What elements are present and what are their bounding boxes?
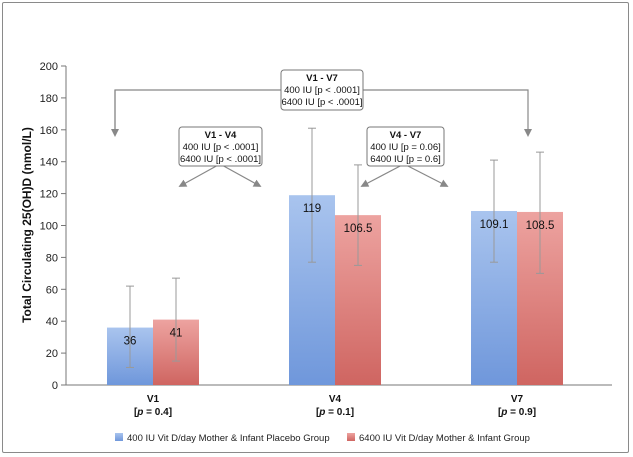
y-axis: 0 20 40 60 80 100 120 140 160 180 200	[40, 61, 612, 392]
annotation-v1-v4-line-1: 400 IU [p < .0001]	[183, 142, 259, 153]
annotation-v4-v7: V4 - V7 400 IU [p = 0.06] 6400 IU [p = 0…	[360, 126, 449, 187]
annotation-v4-v7-line-1: 400 IU [p = 0.06]	[370, 142, 441, 153]
annotation-v1-v7-box	[280, 69, 364, 111]
error-bars	[126, 127, 544, 368]
category-label-v1: V1	[147, 394, 160, 405]
value-labels: 36 41 119 106.5 109.1 108.5	[124, 203, 555, 347]
annotation-v4-v7-right-arrow	[403, 163, 449, 187]
category-pvalue-v1: [p = 0.4]	[134, 407, 172, 418]
annotation-v1-v7-line-2: 6400 IU [p < .0001]	[281, 97, 362, 108]
value-label-v7-series-0: 109.1	[480, 219, 509, 231]
category-label-v4: V4	[329, 394, 342, 405]
annotation-v4-v7-left-arrow	[360, 163, 405, 187]
annotation-v1-v4-left-arrow	[178, 163, 221, 187]
chart-frame	[2, 2, 629, 453]
legend-label-400iu: 400 IU Vit D/day Mother & Infant Placebo…	[127, 433, 330, 444]
annotation-v1-v4-line-2: 6400 IU [p < .0001]	[180, 154, 261, 165]
legend-swatch-400iu	[115, 433, 123, 441]
annotation-v1-v7-line-1: 400 IU [p < .0001]	[284, 85, 360, 96]
annotation-v1-v4: V1 - V4 400 IU [p < .0001] 6400 IU [p < …	[178, 126, 263, 187]
y-tick-label: 100	[40, 221, 58, 233]
value-label-v7-series-1: 108.5	[526, 220, 555, 232]
y-tick-label: 160	[40, 125, 58, 137]
y-tick-label: 0	[52, 380, 58, 392]
y-tick-label: 60	[46, 284, 58, 296]
legend-label-6400iu: 6400 IU Vit D/day Mother & Infant Group	[359, 433, 530, 444]
y-axis-label: Total Circulating 25(OH)D (nmol/L)	[20, 127, 34, 323]
annotation-v4-v7-line-2: 6400 IU [p = 0.6]	[370, 154, 441, 165]
value-label-v4-series-1: 106.5	[344, 223, 373, 235]
value-label-v1-series-1: 41	[170, 328, 183, 340]
value-label-v1-series-0: 36	[124, 336, 137, 348]
y-tick-label: 80	[46, 252, 58, 264]
category-labels: V1 [p = 0.4] V4 [p = 0.1] V7 [p = 0.9]	[134, 394, 536, 418]
legend: 400 IU Vit D/day Mother & Infant Placebo…	[115, 433, 530, 444]
y-tick-label: 200	[40, 61, 58, 73]
category-label-v7: V7	[511, 394, 524, 405]
legend-swatch-6400iu	[347, 433, 355, 441]
value-label-v4-series-0: 119	[303, 203, 321, 215]
y-tick-label: 120	[40, 189, 58, 201]
y-tick-label: 40	[46, 316, 58, 328]
y-tick-label: 140	[40, 157, 58, 169]
category-pvalue-v4: [p = 0.1]	[316, 407, 354, 418]
category-pvalue-v7: [p = 0.9]	[498, 407, 536, 418]
annotation-v4-v7-box	[366, 126, 445, 167]
annotation-v1-v4-right-arrow	[219, 163, 262, 187]
y-tick-label: 180	[40, 93, 58, 105]
annotation-v1-v7: V1 - V7 400 IU [p < .0001] 6400 IU [p < …	[111, 69, 532, 137]
annotation-v4-v7-title: V4 - V7	[390, 130, 422, 141]
annotation-v1-v4-box	[178, 126, 263, 167]
annotation-v1-v4-title: V1 - V4	[205, 130, 237, 141]
annotation-v1-v7-title: V1 - V7	[306, 73, 338, 84]
y-tick-label: 20	[46, 348, 58, 360]
